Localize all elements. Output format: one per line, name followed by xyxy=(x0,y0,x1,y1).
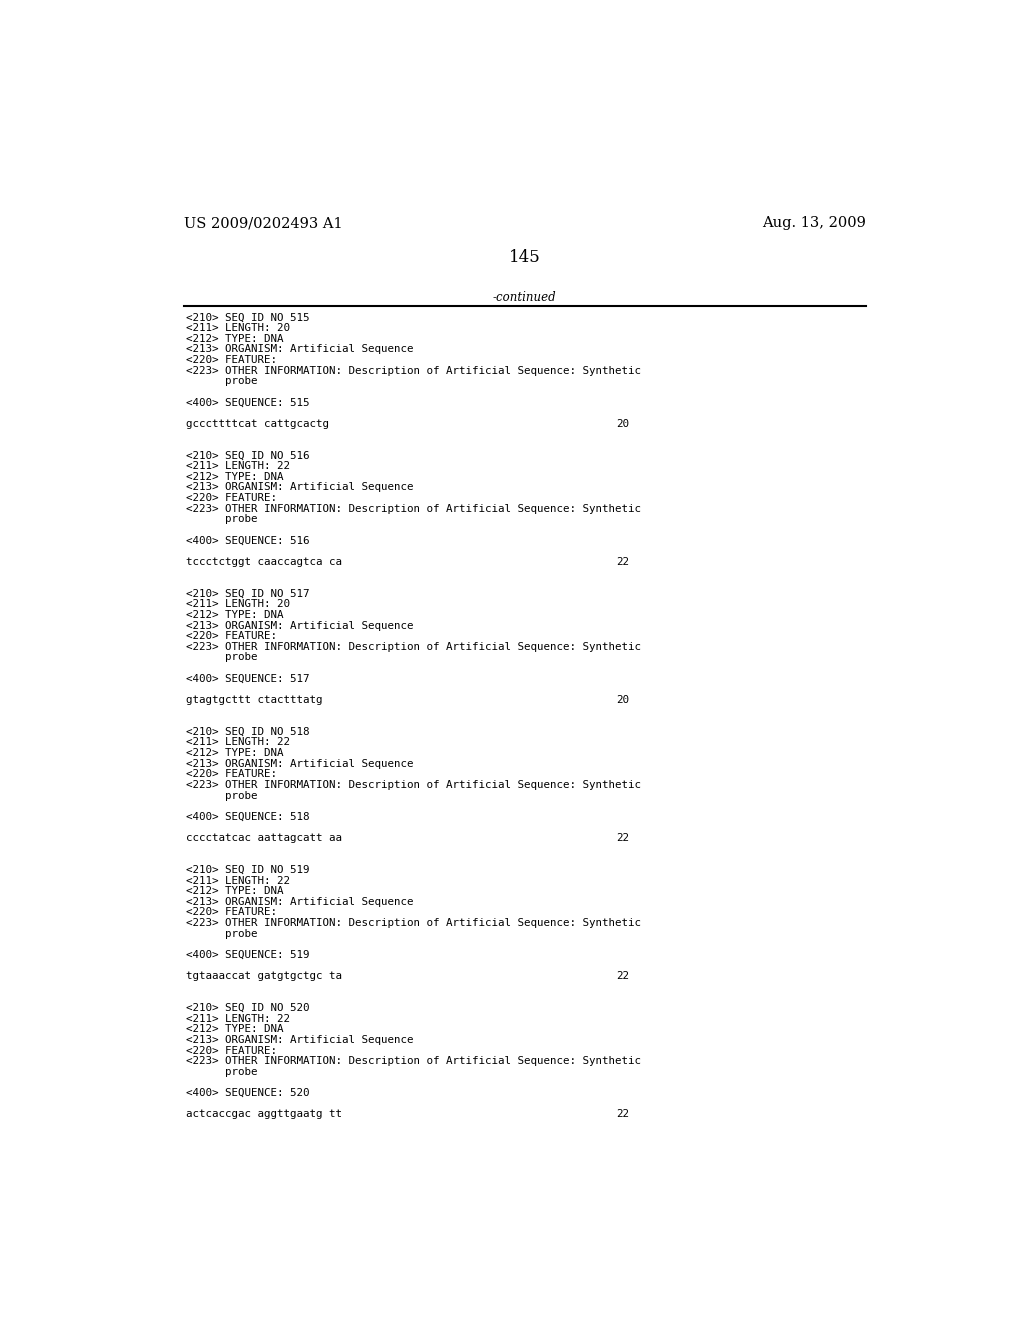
Text: 22: 22 xyxy=(616,833,630,843)
Text: <212> TYPE: DNA: <212> TYPE: DNA xyxy=(186,334,284,343)
Text: <210> SEQ ID NO 518: <210> SEQ ID NO 518 xyxy=(186,727,309,737)
Text: <223> OTHER INFORMATION: Description of Artificial Sequence: Synthetic: <223> OTHER INFORMATION: Description of … xyxy=(186,919,641,928)
Text: <211> LENGTH: 20: <211> LENGTH: 20 xyxy=(186,599,290,610)
Text: <400> SEQUENCE: 515: <400> SEQUENCE: 515 xyxy=(186,397,309,408)
Text: <210> SEQ ID NO 520: <210> SEQ ID NO 520 xyxy=(186,1003,309,1012)
Text: <212> TYPE: DNA: <212> TYPE: DNA xyxy=(186,886,284,896)
Text: <400> SEQUENCE: 516: <400> SEQUENCE: 516 xyxy=(186,536,309,545)
Text: -continued: -continued xyxy=(493,290,557,304)
Text: <210> SEQ ID NO 515: <210> SEQ ID NO 515 xyxy=(186,313,309,322)
Text: <223> OTHER INFORMATION: Description of Artificial Sequence: Synthetic: <223> OTHER INFORMATION: Description of … xyxy=(186,1056,641,1067)
Text: <213> ORGANISM: Artificial Sequence: <213> ORGANISM: Artificial Sequence xyxy=(186,482,414,492)
Text: probe: probe xyxy=(186,652,258,663)
Text: <212> TYPE: DNA: <212> TYPE: DNA xyxy=(186,471,284,482)
Text: Aug. 13, 2009: Aug. 13, 2009 xyxy=(762,216,866,230)
Text: <220> FEATURE:: <220> FEATURE: xyxy=(186,907,278,917)
Text: 20: 20 xyxy=(616,694,630,705)
Text: probe: probe xyxy=(186,1067,258,1077)
Text: <212> TYPE: DNA: <212> TYPE: DNA xyxy=(186,610,284,620)
Text: <223> OTHER INFORMATION: Description of Artificial Sequence: Synthetic: <223> OTHER INFORMATION: Description of … xyxy=(186,780,641,789)
Text: <223> OTHER INFORMATION: Description of Artificial Sequence: Synthetic: <223> OTHER INFORMATION: Description of … xyxy=(186,504,641,513)
Text: <210> SEQ ID NO 517: <210> SEQ ID NO 517 xyxy=(186,589,309,599)
Text: <210> SEQ ID NO 519: <210> SEQ ID NO 519 xyxy=(186,865,309,875)
Text: <212> TYPE: DNA: <212> TYPE: DNA xyxy=(186,748,284,758)
Text: 20: 20 xyxy=(616,418,630,429)
Text: 145: 145 xyxy=(509,249,541,267)
Text: gcccttttcat cattgcactg: gcccttttcat cattgcactg xyxy=(186,418,329,429)
Text: probe: probe xyxy=(186,791,258,800)
Text: <400> SEQUENCE: 520: <400> SEQUENCE: 520 xyxy=(186,1088,309,1098)
Text: <220> FEATURE:: <220> FEATURE: xyxy=(186,631,278,642)
Text: 22: 22 xyxy=(616,557,630,566)
Text: <213> ORGANISM: Artificial Sequence: <213> ORGANISM: Artificial Sequence xyxy=(186,896,414,907)
Text: <211> LENGTH: 22: <211> LENGTH: 22 xyxy=(186,1014,290,1024)
Text: <400> SEQUENCE: 517: <400> SEQUENCE: 517 xyxy=(186,673,309,684)
Text: probe: probe xyxy=(186,929,258,939)
Text: <211> LENGTH: 22: <211> LENGTH: 22 xyxy=(186,875,290,886)
Text: <210> SEQ ID NO 516: <210> SEQ ID NO 516 xyxy=(186,450,309,461)
Text: <213> ORGANISM: Artificial Sequence: <213> ORGANISM: Artificial Sequence xyxy=(186,759,414,768)
Text: gtagtgcttt ctactttatg: gtagtgcttt ctactttatg xyxy=(186,694,323,705)
Text: probe: probe xyxy=(186,515,258,524)
Text: <213> ORGANISM: Artificial Sequence: <213> ORGANISM: Artificial Sequence xyxy=(186,1035,414,1045)
Text: <213> ORGANISM: Artificial Sequence: <213> ORGANISM: Artificial Sequence xyxy=(186,620,414,631)
Text: <400> SEQUENCE: 518: <400> SEQUENCE: 518 xyxy=(186,812,309,822)
Text: cccctatcac aattagcatt aa: cccctatcac aattagcatt aa xyxy=(186,833,342,843)
Text: <220> FEATURE:: <220> FEATURE: xyxy=(186,770,278,779)
Text: <211> LENGTH: 20: <211> LENGTH: 20 xyxy=(186,323,290,333)
Text: <223> OTHER INFORMATION: Description of Artificial Sequence: Synthetic: <223> OTHER INFORMATION: Description of … xyxy=(186,642,641,652)
Text: <220> FEATURE:: <220> FEATURE: xyxy=(186,355,278,364)
Text: tccctctggt caaccagtca ca: tccctctggt caaccagtca ca xyxy=(186,557,342,566)
Text: tgtaaaccat gatgtgctgc ta: tgtaaaccat gatgtgctgc ta xyxy=(186,972,342,981)
Text: <223> OTHER INFORMATION: Description of Artificial Sequence: Synthetic: <223> OTHER INFORMATION: Description of … xyxy=(186,366,641,375)
Text: <220> FEATURE:: <220> FEATURE: xyxy=(186,1045,278,1056)
Text: <400> SEQUENCE: 519: <400> SEQUENCE: 519 xyxy=(186,950,309,960)
Text: <220> FEATURE:: <220> FEATURE: xyxy=(186,494,278,503)
Text: 22: 22 xyxy=(616,1109,630,1119)
Text: <212> TYPE: DNA: <212> TYPE: DNA xyxy=(186,1024,284,1035)
Text: <211> LENGTH: 22: <211> LENGTH: 22 xyxy=(186,738,290,747)
Text: actcaccgac aggttgaatg tt: actcaccgac aggttgaatg tt xyxy=(186,1109,342,1119)
Text: 22: 22 xyxy=(616,972,630,981)
Text: probe: probe xyxy=(186,376,258,387)
Text: <213> ORGANISM: Artificial Sequence: <213> ORGANISM: Artificial Sequence xyxy=(186,345,414,354)
Text: US 2009/0202493 A1: US 2009/0202493 A1 xyxy=(183,216,342,230)
Text: <211> LENGTH: 22: <211> LENGTH: 22 xyxy=(186,461,290,471)
